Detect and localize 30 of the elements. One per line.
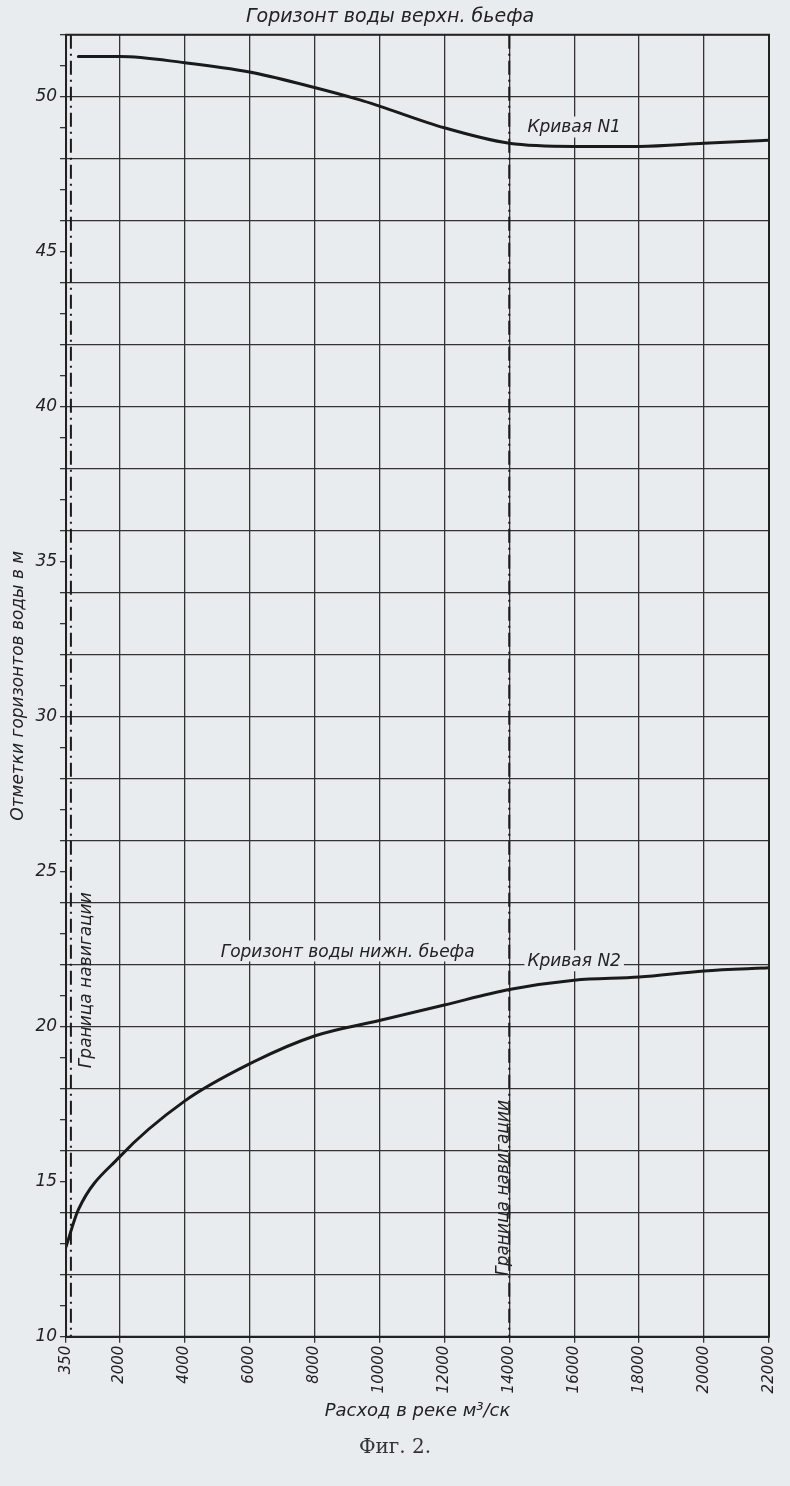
- chart-title: Горизонт воды верхн. бьефа: [245, 4, 535, 27]
- y-tick-label: 40: [35, 395, 58, 416]
- x-axis-title: Расход в реке м³/ск: [324, 1398, 511, 1420]
- x-tick-label: 20000: [693, 1345, 712, 1394]
- x-tick-label: 10000: [369, 1345, 388, 1394]
- ref-line-label: Граница навигации: [75, 892, 96, 1069]
- x-tick-label: 8000: [304, 1345, 323, 1384]
- y-tick-label: 30: [35, 705, 58, 726]
- series-label: Кривая N2: [527, 950, 621, 971]
- text: Фиг. 2.: [357, 1434, 433, 1458]
- y-tick-label: 15: [35, 1170, 58, 1191]
- annotation: Горизонт воды нижн. бьефа: [220, 940, 475, 961]
- x-tick-label: 22000: [758, 1345, 777, 1394]
- ref-line-label: Граница навигации: [491, 1099, 512, 1276]
- x-tick-label: 18000: [629, 1345, 648, 1394]
- series-label: Кривая N1: [527, 116, 621, 137]
- y-tick-label: 20: [35, 1015, 58, 1036]
- x-tick-label: 350: [55, 1345, 74, 1375]
- x-tick-label: 4000: [174, 1345, 193, 1384]
- x-tick-label: 12000: [434, 1345, 453, 1394]
- y-tick-label: 35: [35, 550, 58, 571]
- y-axis-title: Отметки горизонтов воды в м: [6, 550, 27, 821]
- y-tick-label: 25: [35, 860, 58, 881]
- x-tick-label: 2000: [109, 1345, 128, 1384]
- y-tick-label: 50: [35, 85, 58, 106]
- y-tick-label: 45: [35, 240, 58, 261]
- y-tick-label: 10: [35, 1325, 58, 1346]
- x-tick-label: 6000: [239, 1345, 258, 1384]
- x-tick-label: 16000: [564, 1345, 583, 1394]
- x-tick-label: 14000: [499, 1345, 518, 1394]
